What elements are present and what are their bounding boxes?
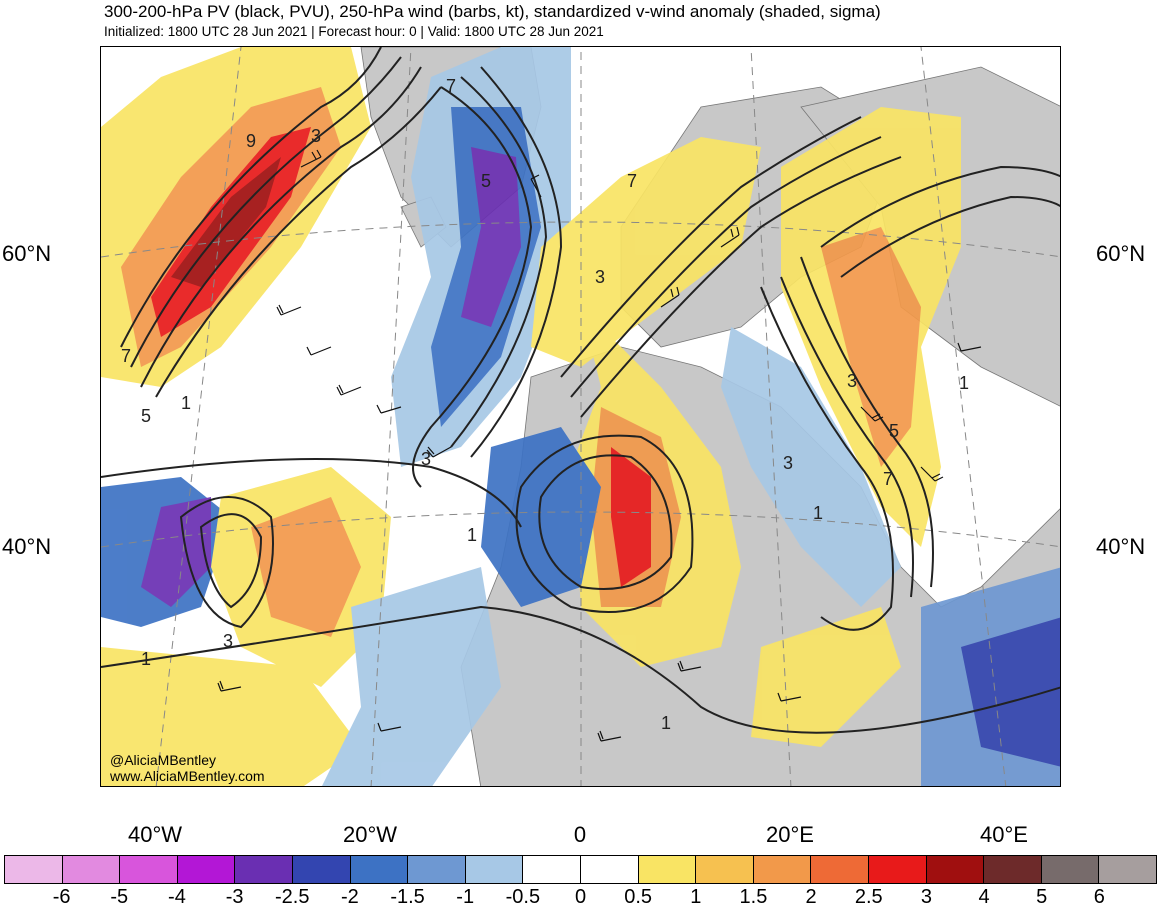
- pv-label: 7: [121, 346, 131, 366]
- map-canvas: 3 5 7 9 7 5 1 3 3 7 1 3 1 3 5 7 1 3 1 1: [101, 47, 1060, 786]
- pv-label: 1: [813, 503, 823, 523]
- pv-label: 3: [223, 631, 233, 651]
- lon-label-40w: 40°W: [127, 822, 183, 847]
- lat-label-60n-right: 60°N: [1096, 241, 1146, 266]
- pv-label: 1: [661, 713, 671, 733]
- wind-barbs: [217, 149, 982, 742]
- colorbar-swatch: [292, 856, 351, 883]
- colorbar-swatch: [1099, 856, 1156, 883]
- pv-labels: 3 5 7 9 7 5 1 3 3 7 1 3 1 3 5 7 1 3 1 1: [121, 76, 969, 733]
- pv-label: 7: [446, 76, 456, 96]
- map-title: 300-200-hPa PV (black, PVU), 250-hPa win…: [104, 2, 881, 21]
- colorbar-label: -1: [456, 886, 475, 908]
- pv-label: 1: [467, 525, 477, 545]
- colorbar-label: 6: [1093, 886, 1105, 908]
- colorbar-swatch: [5, 856, 63, 883]
- colorbar-swatch: [62, 856, 121, 883]
- colorbar: [4, 855, 1157, 884]
- colorbar-swatch: [984, 856, 1042, 883]
- colorbar-label: 4: [978, 886, 990, 908]
- colorbar-label: 2: [805, 886, 817, 908]
- colorbar-swatch: [408, 856, 466, 883]
- colorbar-label: -6: [52, 886, 71, 908]
- lat-label-60n-left: 60°N: [2, 241, 52, 266]
- pv-label: 5: [141, 406, 151, 426]
- colorbar-swatch: [753, 856, 812, 883]
- colorbar-swatch: [235, 856, 293, 883]
- colorbar-label: 5: [1036, 886, 1048, 908]
- colorbar-label: -1.5: [390, 886, 425, 908]
- pv-label: 7: [627, 171, 637, 191]
- pv-contours: [101, 47, 1060, 734]
- weather-map: 3 5 7 9 7 5 1 3 3 7 1 3 1 3 5 7 1 3 1 1: [100, 46, 1061, 787]
- lon-label-0: 0: [573, 822, 587, 847]
- colorbar-swatch: [868, 856, 927, 883]
- credit-website: www.AliciaMBentley.com: [110, 768, 265, 784]
- pv-label: 3: [783, 453, 793, 473]
- colorbar-swatch: [177, 856, 236, 883]
- pv-label: 3: [421, 449, 431, 469]
- colorbar-swatch: [523, 856, 581, 883]
- pv-label: 1: [181, 393, 191, 413]
- colorbar-swatch: [926, 856, 985, 883]
- colorbar-label: 2.5: [854, 886, 883, 908]
- pv-label: 5: [889, 421, 899, 441]
- colorbar-label: -5: [110, 886, 129, 908]
- map-subtitle: Initialized: 1800 UTC 28 Jun 2021 | Fore…: [104, 24, 604, 39]
- colorbar-swatch: [580, 856, 639, 883]
- credit-handle: @AliciaMBentley: [110, 752, 217, 768]
- pv-label: 9: [246, 131, 256, 151]
- colorbar-label: 0.5: [624, 886, 653, 908]
- colorbar-swatch: [465, 856, 524, 883]
- colorbar-label: -4: [168, 886, 186, 908]
- colorbar-swatch: [120, 856, 178, 883]
- pv-label: 3: [595, 267, 605, 287]
- colorbar-label: 1: [690, 886, 702, 908]
- lon-label-20w: 20°W: [342, 822, 398, 847]
- pv-label: 5: [481, 171, 491, 191]
- colorbar-label: -2: [340, 886, 359, 908]
- lat-label-40n-left: 40°N: [2, 534, 52, 559]
- colorbar-swatch: [350, 856, 409, 883]
- colorbar-swatch: [811, 856, 869, 883]
- colorbar-label: 0: [574, 886, 587, 908]
- pv-label: 3: [311, 126, 321, 146]
- lon-label-40e: 40°E: [980, 822, 1028, 847]
- pv-label: 1: [141, 649, 151, 669]
- colorbar-swatch: [638, 856, 697, 883]
- lat-label-40n-right: 40°N: [1096, 534, 1146, 559]
- colorbar-label: -3: [225, 886, 244, 908]
- pv-label: 1: [959, 373, 969, 393]
- lon-label-20e: 20°E: [766, 822, 814, 847]
- pv-label: 3: [847, 371, 857, 391]
- colorbar-label: 1.5: [739, 886, 768, 908]
- pv-label: 7: [883, 469, 893, 489]
- colorbar-swatch: [1041, 856, 1100, 883]
- colorbar-label: -2.5: [275, 886, 310, 908]
- colorbar-swatch: [696, 856, 754, 883]
- colorbar-label: 3: [920, 886, 932, 908]
- anomaly-shading: [101, 47, 1060, 786]
- colorbar-label: -0.5: [505, 886, 541, 908]
